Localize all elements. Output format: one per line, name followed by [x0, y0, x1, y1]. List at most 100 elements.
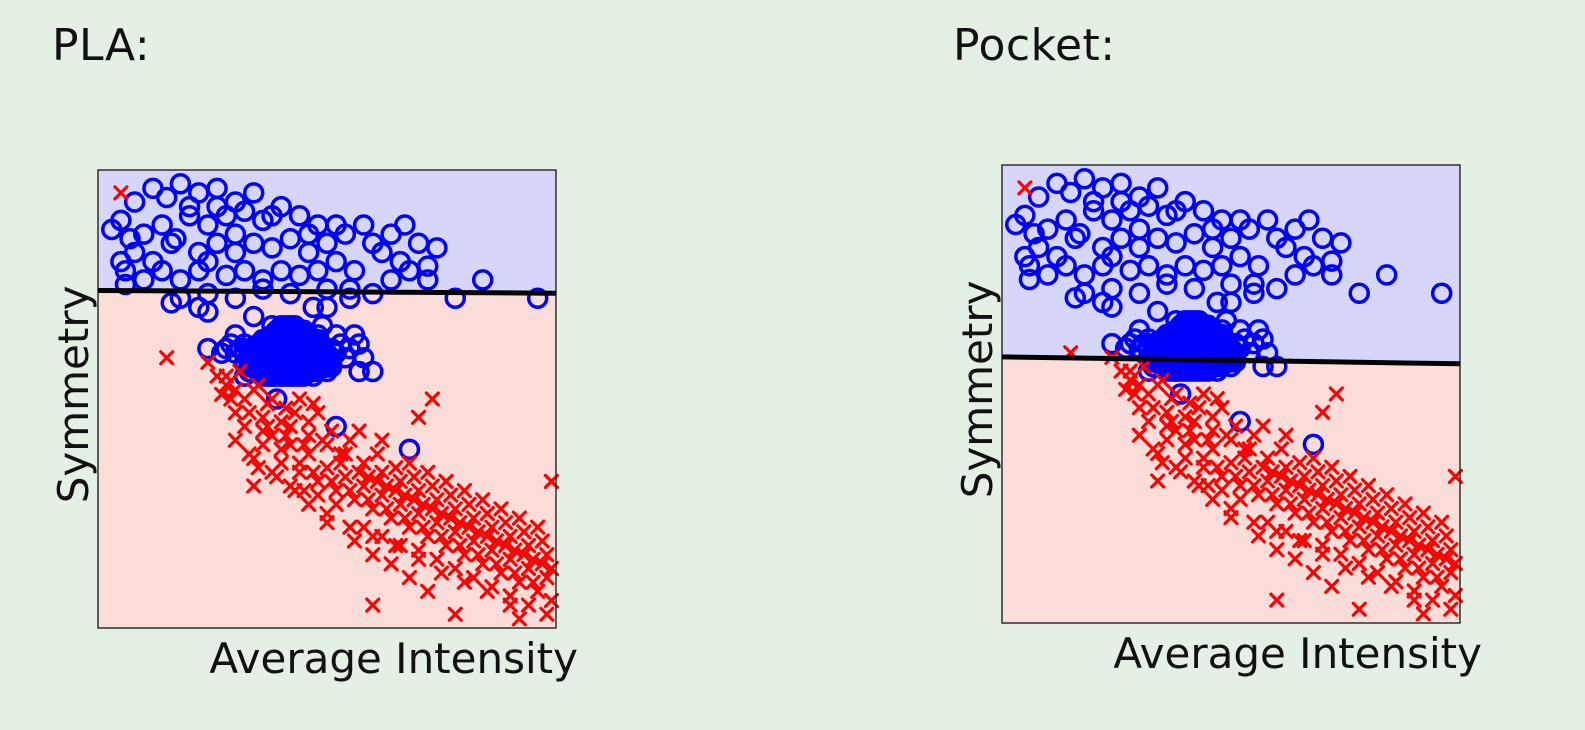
pla-point-cross — [323, 473, 340, 490]
pla-point-cross — [388, 483, 404, 499]
pla-point-cross — [159, 350, 175, 366]
pocket-point-cross — [1328, 386, 1344, 402]
pocket-point-circle — [1266, 277, 1288, 300]
pocket-point-cross — [1232, 478, 1248, 494]
scatter-plot-pocket: Average Intensity Symmetry — [953, 164, 1482, 678]
pocket-point-cross — [1406, 523, 1422, 539]
pla-point-circle — [224, 223, 247, 245]
pla-point-cross — [255, 437, 271, 453]
pla-point-cross — [484, 579, 500, 595]
pla-point-cross — [305, 395, 321, 412]
pocket-point-circle — [1284, 264, 1306, 286]
pocket-point-circle — [1298, 209, 1320, 231]
pocket-point-cross — [1383, 523, 1399, 539]
pla-point-cross — [388, 537, 404, 554]
pla-point-cross — [388, 460, 404, 476]
pocket-point-cross — [1278, 482, 1294, 498]
pla-point-cross — [246, 450, 262, 467]
pocket-point-cross — [1397, 560, 1413, 576]
pla-point-circle — [380, 269, 402, 291]
pocket-point-circle — [1023, 222, 1045, 245]
pla-point-cross — [356, 455, 372, 471]
pocket-point-cross — [1250, 528, 1267, 544]
pocket-point-circle — [1252, 355, 1274, 378]
pocket-point-circle — [1206, 291, 1229, 314]
pocket-point-cross — [1186, 413, 1202, 430]
pocket-point-cross — [1443, 601, 1459, 617]
pocket-point-cross — [1159, 404, 1175, 420]
pocket-point-cross — [1223, 455, 1239, 471]
pla-point-cross — [346, 533, 363, 549]
pocket-point-cross — [1305, 565, 1322, 581]
pocket-point-cross — [1379, 487, 1395, 503]
pocket-point-cross — [1438, 551, 1454, 567]
pocket-point-cross — [1402, 510, 1418, 526]
pla-point-cross — [465, 570, 482, 586]
pocket-point-cross — [1342, 468, 1358, 485]
pocket-point-cross — [1392, 528, 1409, 544]
pla-point-cross — [232, 363, 248, 380]
pla-point-cross — [360, 469, 376, 485]
pocket-point-cross — [1337, 500, 1354, 517]
pla-point-cross — [447, 606, 463, 622]
pla-point-cross — [374, 487, 390, 503]
pocket-point-cross — [1237, 441, 1253, 457]
pocket-point-cross — [1278, 523, 1294, 539]
pla-point-cross — [291, 391, 308, 407]
pocket-point-cross — [1356, 510, 1372, 526]
pla-point-cross — [333, 446, 349, 462]
pocket-point-cross — [1315, 478, 1331, 494]
pla-point-cross — [374, 432, 390, 448]
pocket-point-cross — [1209, 459, 1225, 475]
pla-point-cross — [511, 611, 527, 627]
pocket-point-circle — [1165, 200, 1187, 222]
pocket-point-circle — [1201, 218, 1224, 240]
pla-point-cross — [475, 556, 491, 572]
pla-point-cross — [342, 432, 358, 448]
pla-point-cross — [456, 574, 472, 590]
pocket-point-circle — [1101, 296, 1123, 318]
pocket-point-circle — [1156, 264, 1178, 286]
pocket-point-circle — [1243, 273, 1265, 295]
pocket-point-cross — [1292, 532, 1308, 549]
pocket-point-cross — [1434, 514, 1450, 530]
pocket-point-cross — [1269, 542, 1285, 558]
pocket-point-cross — [1227, 468, 1244, 485]
pla-point-cross — [438, 537, 454, 554]
pla-region-negative — [98, 290, 556, 628]
pocket-point-cross — [1273, 468, 1289, 485]
pocket-point-circle — [1101, 332, 1123, 355]
pocket-point-circle — [1059, 181, 1082, 204]
pocket-point-cross — [1315, 537, 1331, 553]
pla-point-cross — [397, 510, 413, 526]
pla-point-circle — [297, 324, 320, 346]
pla-point-cross — [484, 542, 500, 558]
pocket-point-cross — [1159, 432, 1175, 448]
pla-point-cross — [337, 446, 353, 462]
pocket-point-cross — [1264, 487, 1280, 503]
pla-point-circle — [371, 241, 393, 264]
pocket-point-cross — [1360, 478, 1376, 494]
pla-point-cross — [516, 547, 532, 563]
pla-point-circle — [197, 250, 219, 273]
pocket-point-cross — [1246, 514, 1262, 530]
pla-point-cross — [296, 437, 312, 453]
pla-point-cross — [461, 496, 477, 512]
pocket-point-cross — [1351, 496, 1367, 512]
pocket-point-circle — [1156, 273, 1178, 295]
pla-point-circle — [316, 232, 338, 255]
pocket-point-cross — [1379, 551, 1395, 567]
pla-point-cross — [447, 501, 463, 517]
pla-point-cross — [465, 510, 482, 526]
pla-point-cross — [269, 469, 285, 485]
pocket-point-cross — [1365, 491, 1381, 507]
pla-point-circle — [110, 250, 132, 273]
pocket-point-cross — [1260, 450, 1276, 466]
pla-point-circle — [265, 388, 288, 410]
pla-decision-boundary — [97, 287, 557, 296]
pla-point-cross — [424, 501, 440, 517]
pocket-point-cross — [1209, 390, 1225, 407]
pocket-point-cross — [1246, 478, 1262, 494]
pocket-point-cross — [1214, 468, 1230, 485]
pocket-point-cross — [1360, 542, 1376, 558]
